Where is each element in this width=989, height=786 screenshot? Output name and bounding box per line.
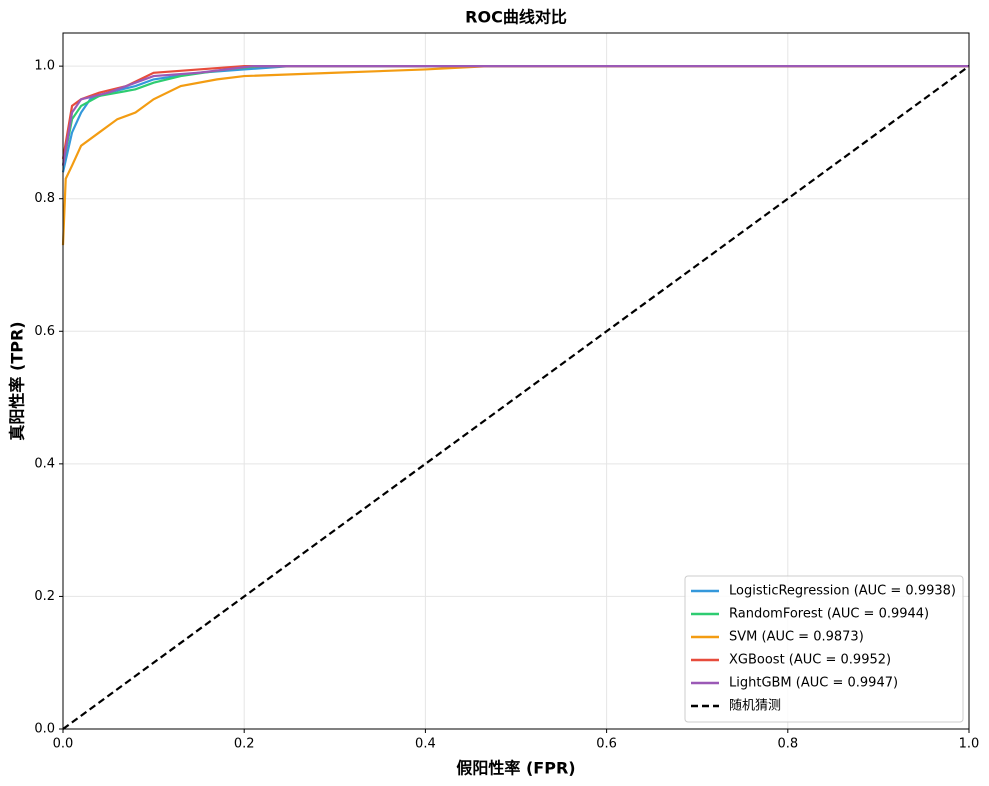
y-tick-label: 0.0 <box>34 722 55 737</box>
y-tick-label: 0.4 <box>34 456 55 471</box>
x-tick-label: 0.4 <box>415 737 436 752</box>
legend-label: SVM (AUC = 0.9873) <box>729 630 864 645</box>
x-axis-label: 假阳性率 (FPR) <box>456 759 575 778</box>
x-tick-label: 0.0 <box>53 737 74 752</box>
roc-line <box>61 65 969 173</box>
y-axis-label: 真阳性率 (TPR) <box>8 321 27 440</box>
x-tick-label: 0.6 <box>596 737 617 752</box>
roc-line <box>61 65 969 246</box>
x-tick-label: 0.2 <box>234 737 255 752</box>
legend-label: 随机猜测 <box>729 699 781 714</box>
legend-label: LightGBM (AUC = 0.9947) <box>729 676 898 691</box>
x-tick-label: 0.8 <box>777 737 798 752</box>
legend-label: XGBoost (AUC = 0.9952) <box>729 653 891 668</box>
legend-box <box>684 575 964 723</box>
roc-line <box>61 65 969 166</box>
y-tick-label: 0.8 <box>34 191 55 206</box>
x-tick-label: 1.0 <box>959 737 980 752</box>
y-tick-label: 1.0 <box>34 59 55 74</box>
legend-label: RandomForest (AUC = 0.9944) <box>729 607 929 622</box>
plot-frame <box>62 32 970 730</box>
roc-line <box>62 65 970 730</box>
roc-line <box>61 65 969 160</box>
legend-label: LogisticRegression (AUC = 0.9938) <box>729 584 956 599</box>
roc-line <box>61 65 969 166</box>
y-tick-label: 0.6 <box>34 324 55 339</box>
chart-title: ROC曲线对比 <box>465 8 567 27</box>
y-tick-label: 0.2 <box>34 589 55 604</box>
